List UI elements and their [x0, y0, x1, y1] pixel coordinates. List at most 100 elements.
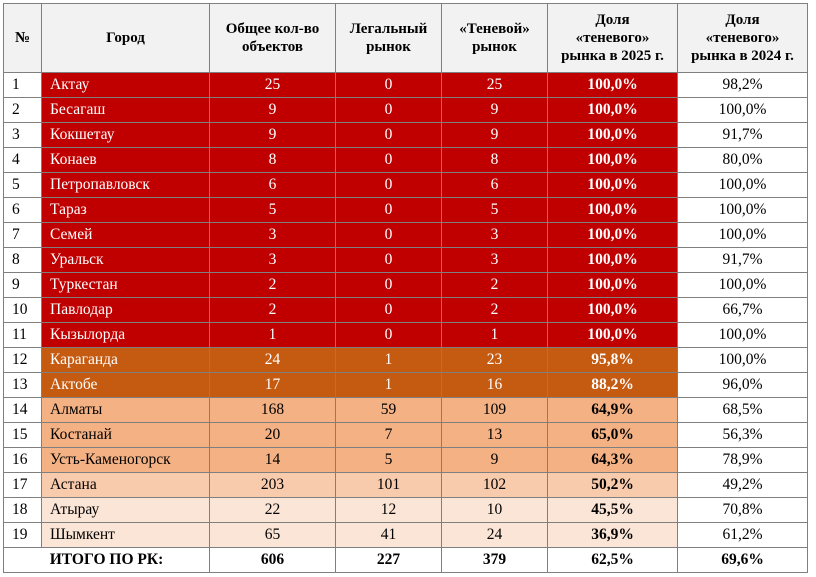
- legal-market-cell: 0: [335, 172, 442, 198]
- legal-market-cell: 0: [335, 122, 442, 148]
- share-2024-cell: 98,2%: [677, 72, 808, 98]
- total-row: ИТОГО ПО РК: 606 227 379 62,5% 69,6%: [3, 547, 808, 573]
- row-number: 12: [3, 347, 42, 373]
- total-shadow: 379: [441, 547, 548, 573]
- table-row: 5 Петропавловск 6 0 6 100,0% 100,0%: [3, 172, 808, 198]
- shadow-market-cell: 3: [441, 222, 548, 248]
- city-cell: Усть-Каменогорск: [41, 447, 210, 473]
- total-objects-cell: 6: [209, 172, 336, 198]
- shadow-market-cell: 25: [441, 72, 548, 98]
- shadow-market-cell: 13: [441, 422, 548, 448]
- legal-market-cell: 0: [335, 147, 442, 173]
- total-objects-cell: 1: [209, 322, 336, 348]
- share-2025-cell: 50,2%: [547, 472, 678, 498]
- total-objects-cell: 3: [209, 222, 336, 248]
- total-objects-cell: 24: [209, 347, 336, 373]
- share-2024-cell: 66,7%: [677, 297, 808, 323]
- share-2024-cell: 70,8%: [677, 497, 808, 523]
- shadow-market-cell: 6: [441, 172, 548, 198]
- row-number: 3: [3, 122, 42, 148]
- share-2024-cell: 100,0%: [677, 272, 808, 298]
- table-row: 9 Туркестан 2 0 2 100,0% 100,0%: [3, 272, 808, 298]
- share-2024-cell: 49,2%: [677, 472, 808, 498]
- shadow-market-cell: 16: [441, 372, 548, 398]
- city-cell: Актобе: [41, 372, 210, 398]
- share-2024-cell: 100,0%: [677, 222, 808, 248]
- legal-market-cell: 1: [335, 347, 442, 373]
- total-objects-cell: 2: [209, 272, 336, 298]
- row-number: 16: [3, 447, 42, 473]
- table-row: 2 Бесагаш 9 0 9 100,0% 100,0%: [3, 97, 808, 123]
- shadow-market-cell: 9: [441, 122, 548, 148]
- header-shadow: «Теневой» рынок: [441, 3, 548, 73]
- shadow-market-cell: 23: [441, 347, 548, 373]
- legal-market-cell: 7: [335, 422, 442, 448]
- table-row: 16 Усть-Каменогорск 14 5 9 64,3% 78,9%: [3, 447, 808, 473]
- header-legal: Легальный рынок: [335, 3, 442, 73]
- total-objects-cell: 65: [209, 522, 336, 548]
- table-row: 1 Актау 25 0 25 100,0% 98,2%: [3, 72, 808, 98]
- city-cell: Туркестан: [41, 272, 210, 298]
- share-2025-cell: 100,0%: [547, 97, 678, 123]
- total-share-2024: 69,6%: [677, 547, 808, 573]
- legal-market-cell: 41: [335, 522, 442, 548]
- total-share-2025: 62,5%: [547, 547, 678, 573]
- city-cell: Павлодар: [41, 297, 210, 323]
- share-2025-cell: 88,2%: [547, 372, 678, 398]
- table-row: 4 Конаев 8 0 8 100,0% 80,0%: [3, 147, 808, 173]
- header-row: № Город Общее кол-во объектов Легальный ры…: [3, 3, 808, 73]
- total-objects-cell: 8: [209, 147, 336, 173]
- legal-market-cell: 0: [335, 222, 442, 248]
- city-cell: Караганда: [41, 347, 210, 373]
- share-2024-cell: 91,7%: [677, 122, 808, 148]
- total-objects-cell: 22: [209, 497, 336, 523]
- total-objects-cell: 3: [209, 247, 336, 273]
- share-2024-cell: 100,0%: [677, 322, 808, 348]
- table-row: 8 Уральск 3 0 3 100,0% 91,7%: [3, 247, 808, 273]
- city-cell: Кызылорда: [41, 322, 210, 348]
- table-row: 14 Алматы 168 59 109 64,9% 68,5%: [3, 397, 808, 423]
- share-2025-cell: 65,0%: [547, 422, 678, 448]
- legal-market-cell: 5: [335, 447, 442, 473]
- total-objects-cell: 2: [209, 297, 336, 323]
- total-objects-cell: 5: [209, 197, 336, 223]
- table-row: 7 Семей 3 0 3 100,0% 100,0%: [3, 222, 808, 248]
- share-2025-cell: 100,0%: [547, 197, 678, 223]
- city-cell: Астана: [41, 472, 210, 498]
- share-2024-cell: 91,7%: [677, 247, 808, 273]
- legal-market-cell: 101: [335, 472, 442, 498]
- share-2024-cell: 100,0%: [677, 172, 808, 198]
- header-share-2025: Доля «теневого» рынка в 2025 г.: [547, 3, 678, 73]
- legal-market-cell: 59: [335, 397, 442, 423]
- shadow-market-cell: 3: [441, 247, 548, 273]
- city-cell: Актау: [41, 72, 210, 98]
- table-row: 17 Астана 203 101 102 50,2% 49,2%: [3, 472, 808, 498]
- table-row: 6 Тараз 5 0 5 100,0% 100,0%: [3, 197, 808, 223]
- share-2024-cell: 100,0%: [677, 97, 808, 123]
- table-row: 12 Караганда 24 1 23 95,8% 100,0%: [3, 347, 808, 373]
- shadow-market-cell: 10: [441, 497, 548, 523]
- row-number: 10: [3, 297, 42, 323]
- header-total: Общее кол-во объектов: [209, 3, 336, 73]
- city-cell: Тараз: [41, 197, 210, 223]
- shadow-market-cell: 109: [441, 397, 548, 423]
- shadow-market-cell: 1: [441, 322, 548, 348]
- shadow-market-cell: 2: [441, 272, 548, 298]
- total-objects-cell: 25: [209, 72, 336, 98]
- shadow-market-cell: 5: [441, 197, 548, 223]
- city-cell: Атырау: [41, 497, 210, 523]
- shadow-market-cell: 9: [441, 447, 548, 473]
- total-legal: 227: [335, 547, 442, 573]
- row-number: 17: [3, 472, 42, 498]
- row-number: 9: [3, 272, 42, 298]
- total-label: ИТОГО ПО РК:: [3, 547, 210, 573]
- share-2025-cell: 95,8%: [547, 347, 678, 373]
- shadow-market-cell: 24: [441, 522, 548, 548]
- header-num: №: [3, 3, 42, 73]
- row-number: 7: [3, 222, 42, 248]
- header-share-2024: Доля «теневого» рынка в 2024 г.: [677, 3, 808, 73]
- city-cell: Шымкент: [41, 522, 210, 548]
- share-2025-cell: 100,0%: [547, 147, 678, 173]
- row-number: 2: [3, 97, 42, 123]
- total-objects-cell: 9: [209, 122, 336, 148]
